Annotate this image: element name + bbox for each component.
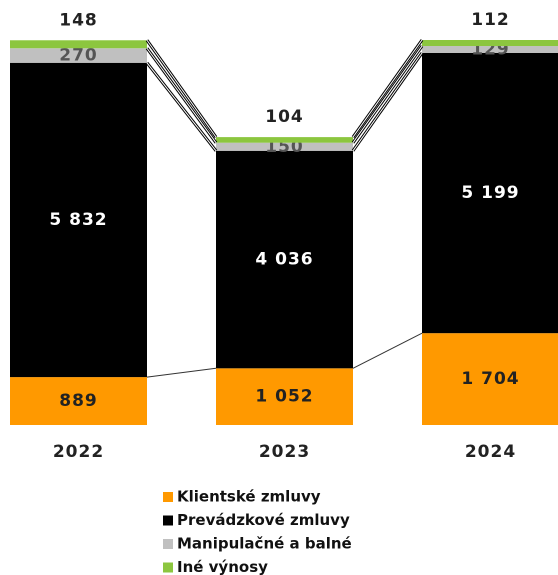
bar-segment [10,48,147,63]
value-label: 4 036 [255,250,313,270]
legend-label: Iné výnosy [177,558,268,575]
x-tick-label: 2024 [465,442,516,462]
legend-swatch [163,539,173,549]
bar-segment [422,52,558,334]
connector [146,367,217,378]
bar-segment [216,137,353,143]
bar-segment [422,40,558,47]
legend-swatch [163,562,173,573]
value-label: 148 [59,10,98,30]
value-label: 112 [471,10,510,30]
bar-segment [216,368,353,425]
connector [352,39,423,138]
bar-segment [216,142,353,151]
bar-segment [10,62,147,378]
value-label: 1 704 [461,369,519,389]
legend-swatch [163,492,173,502]
value-label: 889 [59,391,98,411]
value-label: 270 [59,46,98,66]
connector [146,39,217,138]
bar-segment [10,377,147,425]
connector [352,332,423,369]
bar-segment [422,333,558,425]
legend-swatch [163,515,173,526]
legend-label: Manipulačné a balné [177,535,352,553]
x-tick-label: 2022 [53,442,104,462]
value-label: 1 052 [255,387,313,407]
bar-segment [422,46,558,53]
legend-label: Prevádzkové zmluvy [177,511,350,529]
connector [352,52,423,152]
x-tick-label: 2023 [259,442,310,462]
connector [146,47,217,144]
value-label: 5 199 [461,183,519,203]
legend-label: Klientské zmluvy [177,488,321,506]
bar-segment [10,40,147,49]
connector [352,45,423,144]
connector [146,62,217,152]
bar-segment [216,150,353,369]
value-label: 5 832 [49,210,107,230]
value-label: 104 [265,107,304,127]
